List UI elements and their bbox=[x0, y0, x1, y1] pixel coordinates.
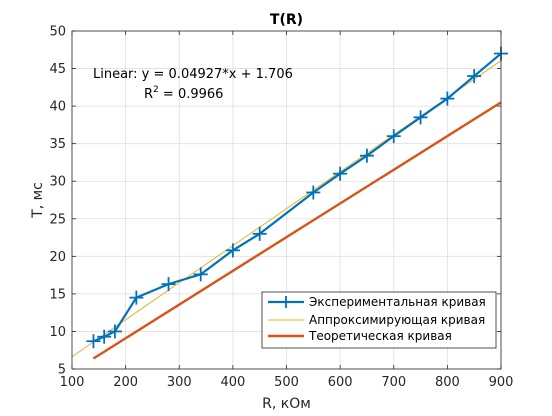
series-1-point bbox=[413, 110, 428, 125]
series-1-point bbox=[306, 185, 321, 200]
r2-exponent: 2 bbox=[153, 85, 159, 95]
x-tick-label: 300 bbox=[167, 375, 192, 390]
series-1-point bbox=[359, 148, 374, 163]
legend-label: Экспериментальная кривая bbox=[309, 295, 486, 309]
r2-value: = 0.9966 bbox=[159, 87, 224, 102]
series-1-point bbox=[386, 129, 401, 144]
series-1-point bbox=[97, 329, 112, 344]
y-tick-label: 5 bbox=[58, 363, 66, 378]
legend-label: Теоретическая кривая bbox=[308, 329, 452, 343]
series-1-point bbox=[193, 267, 208, 282]
legend-entry: Экспериментальная кривая bbox=[268, 295, 486, 309]
x-tick-label: 100 bbox=[60, 375, 85, 390]
series-layer bbox=[71, 46, 508, 360]
x-tick-label: 400 bbox=[220, 375, 245, 390]
legend-label: Аппроксимирующая кривая bbox=[309, 313, 485, 327]
y-tick-label: 15 bbox=[49, 287, 66, 302]
legend-entry: Аппроксимирующая кривая bbox=[268, 313, 485, 327]
x-tick-label: 500 bbox=[274, 375, 299, 390]
fit-equation: Linear: y = 0.04927*x + 1.706 bbox=[93, 67, 293, 82]
y-tick-label: 50 bbox=[49, 25, 66, 40]
y-axis-title: T, мс bbox=[30, 182, 46, 219]
x-tick-label: 700 bbox=[381, 375, 406, 390]
r2-prefix: R bbox=[144, 87, 153, 102]
series-1-point bbox=[225, 243, 240, 258]
y-tick-label: 20 bbox=[49, 250, 66, 265]
series-3-line bbox=[92, 101, 502, 360]
x-tick-label: 200 bbox=[113, 375, 138, 390]
legend-entry: Теоретическая кривая bbox=[268, 329, 452, 343]
y-tick-label: 45 bbox=[49, 62, 66, 77]
x-tick-label: 600 bbox=[328, 375, 353, 390]
series-1-point bbox=[252, 226, 267, 241]
fit-annotation: Linear: y = 0.04927*x + 1.706 R2 = 0.996… bbox=[93, 67, 293, 102]
y-tick-label: 35 bbox=[49, 137, 66, 152]
series-1-point bbox=[86, 334, 101, 349]
legend-entries: Экспериментальная кривая Аппроксимирующая… bbox=[268, 295, 486, 343]
y-tick-label: 10 bbox=[49, 325, 66, 340]
x-tick-label: 800 bbox=[435, 375, 460, 390]
ticks: 100 200 300 400 500 600 700 800 900 5 10 15 20 25 30 35… bbox=[49, 25, 513, 391]
y-tick-label: 30 bbox=[49, 175, 66, 190]
legend: Экспериментальная кривая Аппроксимирующая… bbox=[261, 291, 497, 349]
series-1-line bbox=[93, 52, 502, 343]
y-tick-label: 25 bbox=[49, 212, 66, 227]
x-tick-label: 900 bbox=[489, 375, 514, 390]
y-tick-label: 40 bbox=[49, 100, 66, 115]
series-1-point bbox=[333, 166, 348, 181]
series-1-point bbox=[467, 69, 482, 84]
x-axis-title: R, кОм bbox=[262, 396, 311, 412]
series-1-point bbox=[440, 91, 455, 106]
series-1-point bbox=[107, 324, 122, 339]
series-1-point bbox=[129, 290, 144, 305]
chart-title: T(R) bbox=[270, 12, 303, 28]
series-1-point bbox=[161, 277, 176, 292]
fit-r-squared: R2 = 0.9966 bbox=[144, 85, 223, 102]
